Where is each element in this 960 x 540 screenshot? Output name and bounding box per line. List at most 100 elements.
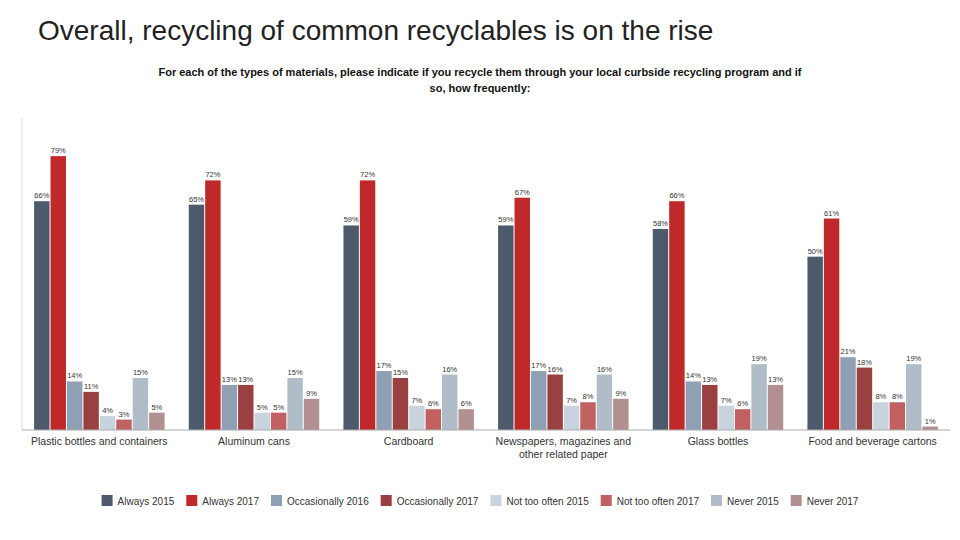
legend-label: Occasionally 2017 bbox=[397, 496, 479, 507]
bar bbox=[498, 225, 513, 430]
bar bbox=[238, 385, 253, 430]
bar bbox=[824, 219, 839, 430]
bar bbox=[719, 406, 734, 430]
legend-swatch bbox=[490, 495, 501, 506]
data-label: 16% bbox=[597, 365, 612, 374]
legend-swatch bbox=[711, 495, 722, 506]
data-label: 14% bbox=[686, 371, 701, 380]
data-label: 5% bbox=[257, 403, 268, 412]
data-label: 17% bbox=[531, 361, 546, 370]
bar bbox=[873, 402, 888, 430]
data-label: 8% bbox=[583, 392, 594, 401]
bar bbox=[149, 413, 164, 430]
bar bbox=[597, 375, 612, 430]
bar bbox=[189, 205, 204, 430]
bar bbox=[702, 385, 717, 430]
bar bbox=[393, 378, 408, 430]
subtitle: For each of the types of materials, plea… bbox=[158, 66, 801, 94]
bar bbox=[376, 371, 391, 430]
data-label: 5% bbox=[273, 403, 284, 412]
bar bbox=[83, 392, 98, 430]
bar bbox=[287, 378, 302, 430]
data-label: 65% bbox=[189, 195, 204, 204]
chart: Overall, recycling of common recyclables… bbox=[0, 0, 960, 540]
data-label: 6% bbox=[428, 399, 439, 408]
legend-swatch bbox=[601, 495, 612, 506]
data-label: 59% bbox=[498, 215, 513, 224]
data-label: 72% bbox=[205, 170, 220, 179]
data-label: 9% bbox=[615, 389, 626, 398]
bar bbox=[906, 364, 921, 430]
bar bbox=[613, 399, 628, 430]
data-label: 6% bbox=[461, 399, 472, 408]
bar bbox=[442, 375, 457, 430]
data-label: 8% bbox=[875, 392, 886, 401]
data-label: 58% bbox=[653, 219, 668, 228]
bar bbox=[751, 364, 766, 430]
bar bbox=[547, 375, 562, 430]
bar bbox=[67, 381, 82, 430]
data-label: 7% bbox=[411, 396, 422, 405]
bar bbox=[768, 385, 783, 430]
legend-swatch bbox=[102, 495, 113, 506]
bar bbox=[807, 257, 822, 430]
background bbox=[0, 0, 960, 540]
data-label: 17% bbox=[377, 361, 392, 370]
data-label: 15% bbox=[288, 368, 303, 377]
data-label: 13% bbox=[702, 375, 717, 384]
bar bbox=[100, 416, 115, 430]
bar bbox=[922, 427, 937, 430]
x-tick-label: Aluminum cans bbox=[218, 435, 290, 447]
data-label: 72% bbox=[360, 170, 375, 179]
data-label: 59% bbox=[344, 215, 359, 224]
data-label: 61% bbox=[824, 209, 839, 218]
x-tick-label: Glass bottles bbox=[688, 435, 749, 447]
bar bbox=[426, 409, 441, 430]
data-label: 16% bbox=[442, 365, 457, 374]
bar bbox=[51, 156, 66, 430]
legend-label: Never 2017 bbox=[807, 496, 859, 507]
legend-label: Occasionally 2016 bbox=[287, 496, 369, 507]
y-axis-line bbox=[22, 118, 23, 430]
data-label: 67% bbox=[515, 188, 530, 197]
bar bbox=[271, 413, 286, 430]
legend-swatch bbox=[381, 495, 392, 506]
data-label: 79% bbox=[51, 146, 66, 155]
bar bbox=[458, 409, 473, 430]
bar bbox=[840, 357, 855, 430]
data-label: 7% bbox=[721, 396, 732, 405]
data-label: 19% bbox=[752, 354, 767, 363]
data-label: 13% bbox=[238, 375, 253, 384]
x-axis-line bbox=[22, 430, 950, 431]
bar bbox=[857, 368, 872, 430]
data-label: 8% bbox=[892, 392, 903, 401]
bars bbox=[34, 156, 938, 430]
data-label: 4% bbox=[102, 406, 113, 415]
x-tick-label: Plastic bottles and containers bbox=[31, 435, 168, 447]
data-label: 6% bbox=[737, 399, 748, 408]
data-label: 15% bbox=[393, 368, 408, 377]
legend-label: Never 2015 bbox=[727, 496, 779, 507]
data-label: 15% bbox=[133, 368, 148, 377]
bar bbox=[409, 406, 424, 430]
bar bbox=[34, 201, 49, 430]
bar bbox=[116, 420, 131, 430]
bar bbox=[360, 180, 375, 430]
legend-swatch bbox=[791, 495, 802, 506]
legend-label: Not too often 2017 bbox=[617, 496, 700, 507]
bar bbox=[653, 229, 668, 430]
data-label: 66% bbox=[669, 191, 684, 200]
legend-label: Not too often 2015 bbox=[506, 496, 589, 507]
legend-label: Always 2017 bbox=[202, 496, 259, 507]
bar bbox=[890, 402, 905, 430]
data-label: 21% bbox=[841, 347, 856, 356]
legend: Always 2015Always 2017Occasionally 2016O… bbox=[102, 495, 859, 507]
data-label: 16% bbox=[548, 365, 563, 374]
bar bbox=[222, 385, 237, 430]
data-label: 11% bbox=[84, 382, 99, 391]
bar bbox=[515, 198, 530, 430]
x-tick-label: Newspapers, magazines andother related p… bbox=[496, 435, 632, 460]
bar bbox=[564, 406, 579, 430]
bar bbox=[343, 225, 358, 430]
data-label: 7% bbox=[566, 396, 577, 405]
